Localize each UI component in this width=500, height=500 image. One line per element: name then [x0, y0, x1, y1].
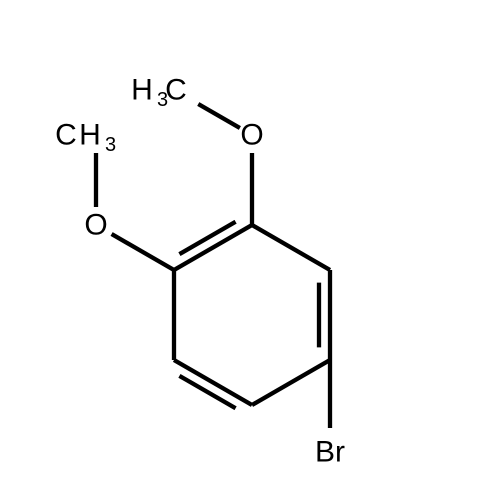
hydrogen-char-2: H: [79, 119, 101, 152]
bond-line: [174, 360, 252, 405]
methyl-left-label: C H 3: [55, 119, 116, 157]
bond-line: [252, 360, 330, 405]
oxygen-left-label: O: [84, 209, 107, 242]
oxygen-top-label: O: [240, 119, 263, 152]
bonds-group: [96, 104, 330, 428]
molecule-canvas: O O Br H 3 C C H 3: [0, 0, 500, 500]
hydrogen-char: H: [131, 74, 153, 107]
bond-line: [112, 234, 174, 270]
methyl-top-label: H 3 C: [131, 74, 187, 112]
carbon-char-2: C: [55, 119, 77, 152]
subscript-3-2: 3: [105, 134, 116, 156]
labels-group: O O Br H 3 C C H 3: [55, 74, 345, 469]
bond-line: [252, 225, 330, 270]
bond-line: [174, 225, 252, 270]
carbon-char: C: [165, 74, 187, 107]
bond-line: [198, 104, 240, 128]
bromine-label: Br: [315, 436, 345, 469]
